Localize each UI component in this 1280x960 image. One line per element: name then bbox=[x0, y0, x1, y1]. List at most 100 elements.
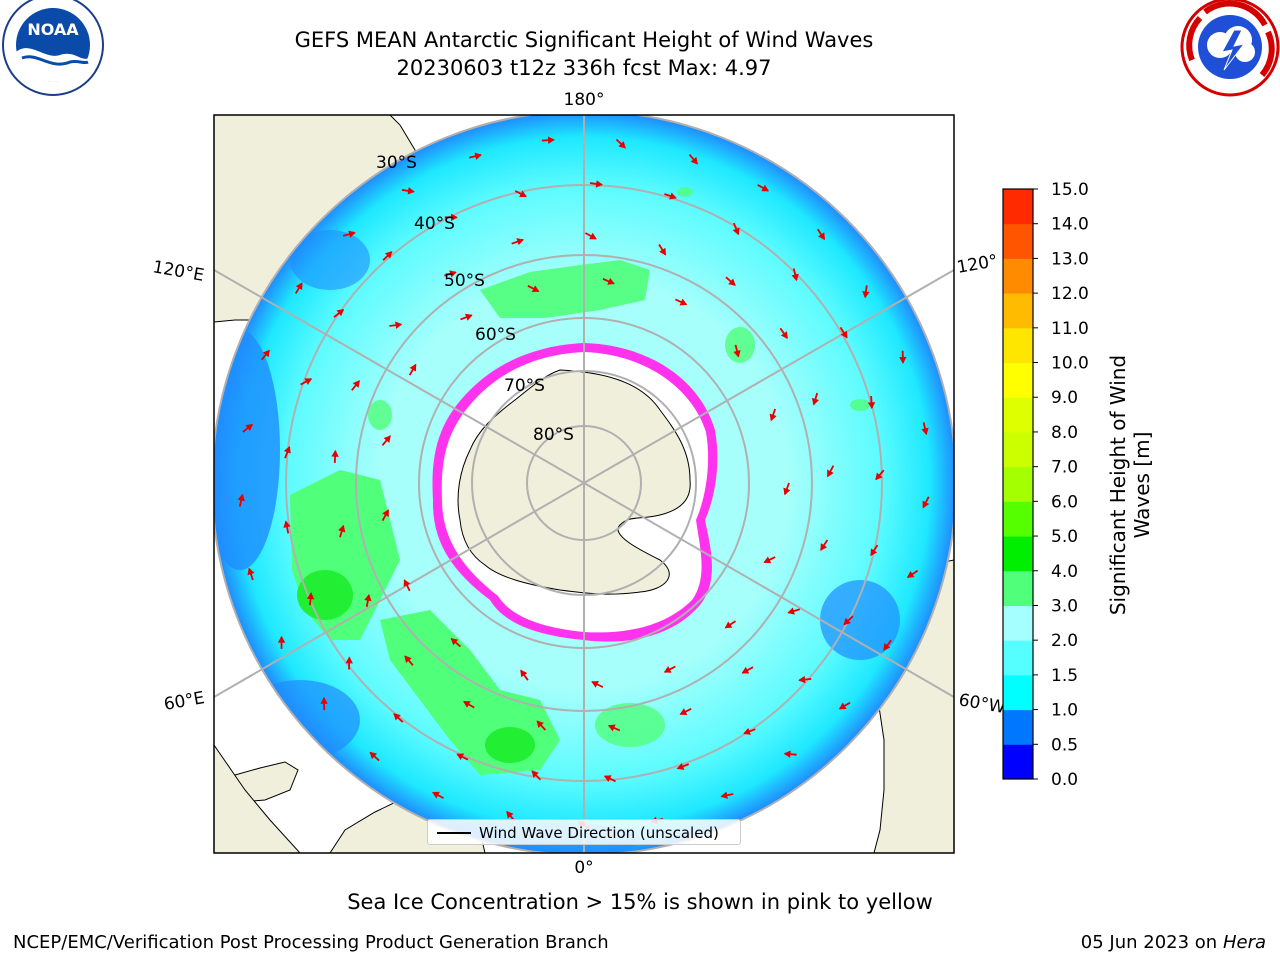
colorbar-segment bbox=[1003, 674, 1033, 711]
wind-arrow-head bbox=[531, 770, 539, 778]
wind-arrow-head bbox=[450, 638, 459, 646]
wind-arrow-head bbox=[245, 423, 253, 432]
colorbar-tick-label: 0.5 bbox=[1051, 735, 1078, 755]
lat-label-60s: 60°S bbox=[475, 325, 516, 345]
wind-arrow-head bbox=[922, 500, 930, 509]
wind-arrow-head bbox=[733, 350, 741, 358]
wind-arrow-head bbox=[798, 675, 806, 684]
lon-label-180: 180° bbox=[564, 90, 605, 110]
footer-host: Hera bbox=[1222, 932, 1266, 953]
colorbar-tick-label: 11.0 bbox=[1051, 319, 1089, 339]
wind-arrow-head bbox=[407, 187, 415, 195]
colorbar: 0.0 0.5 1.0 1.5 2.0 3.0 4.0 5.0 6.0 7.0 8.0 9.0 10.0… bbox=[1002, 180, 1089, 790]
wind-arrow-head bbox=[519, 190, 527, 198]
wind-arrow-head bbox=[283, 520, 291, 528]
colorbar-segment bbox=[1003, 258, 1033, 294]
colorbar-segment bbox=[1003, 431, 1033, 468]
lon-label-120w: 120° bbox=[955, 251, 999, 278]
wind-arrow-head bbox=[516, 238, 524, 246]
wind-arrow-head bbox=[506, 810, 514, 819]
lat-label-30s: 30°S bbox=[376, 153, 417, 173]
noaa-logo: NOAA bbox=[2, 0, 104, 96]
colorbar-tick-label: 8.0 bbox=[1051, 423, 1078, 443]
wind-arrow-head bbox=[875, 472, 883, 481]
legend-label: Wind Wave Direction (unscaled) bbox=[479, 824, 719, 842]
wind-arrow-head bbox=[520, 669, 528, 678]
wind-arrow-head bbox=[741, 666, 750, 674]
colorbar-segment bbox=[1003, 466, 1033, 502]
wind-arrow-head bbox=[404, 655, 412, 664]
wind-arrow-head bbox=[603, 775, 612, 783]
wind-arrow-head bbox=[679, 298, 688, 306]
lon-label-120e: 120°E bbox=[151, 257, 205, 286]
wind-arrow-head bbox=[589, 232, 597, 240]
lat-label-40s: 40°S bbox=[414, 214, 455, 234]
wind-arrow-head bbox=[403, 579, 411, 587]
wind-arrow-head bbox=[384, 251, 393, 259]
colorbar-segment bbox=[1003, 501, 1033, 537]
colorbar-tick-label: 5.0 bbox=[1051, 527, 1078, 547]
wind-arrow-head bbox=[840, 330, 848, 339]
wind-arrow-head bbox=[336, 308, 345, 317]
colorbar-tick-label: 7.0 bbox=[1051, 458, 1078, 478]
colorbar-tick-label: 10.0 bbox=[1051, 354, 1089, 374]
wind-arrow-head bbox=[237, 493, 245, 502]
wind-arrow-head bbox=[679, 708, 688, 715]
colorbar-segment bbox=[1003, 570, 1033, 606]
wind-arrow-head bbox=[676, 762, 685, 770]
colorbar-tick-label: 4.0 bbox=[1051, 562, 1078, 582]
nws-logo bbox=[1180, 0, 1280, 97]
footer-date: 05 Jun 2023 on Hera bbox=[1081, 932, 1266, 953]
wind-arrow-head bbox=[669, 192, 677, 200]
colorbar-segment bbox=[1003, 397, 1033, 433]
wind-arrow-head bbox=[862, 291, 870, 299]
colorbar-tick-label: 9.0 bbox=[1051, 388, 1078, 408]
wind-arrow-head bbox=[783, 750, 791, 758]
wind-arrow-head bbox=[531, 285, 540, 292]
lat-label-50s: 50°S bbox=[444, 271, 485, 291]
wind-arrow-head bbox=[456, 753, 465, 761]
wind-arrow-head bbox=[465, 313, 473, 321]
footer-organization: NCEP/EMC/Verification Post Processing Pr… bbox=[13, 932, 609, 953]
wind-arrow-head bbox=[331, 449, 339, 457]
wind-arrow-head bbox=[818, 232, 825, 241]
sea-ice-note: Sea Ice Concentration > 15% is shown in … bbox=[347, 890, 933, 914]
wind-arrow-head bbox=[743, 727, 751, 735]
colorbar-frame bbox=[1002, 188, 1034, 780]
wind-arrow-head bbox=[663, 666, 672, 673]
colorbar-segment bbox=[1003, 362, 1033, 398]
wind-arrow-head bbox=[607, 724, 616, 732]
antarctica-landmass bbox=[457, 369, 691, 595]
wind-arrow-head bbox=[811, 397, 820, 406]
colorbar-title: Significant Height of Wind Waves [m] bbox=[1106, 354, 1154, 616]
wind-arrow-head bbox=[724, 621, 733, 629]
colorbar-segment bbox=[1003, 536, 1033, 572]
colorbar-segment bbox=[1003, 223, 1033, 259]
colorbar-segment bbox=[1003, 293, 1033, 329]
wind-arrow-head bbox=[659, 247, 667, 256]
wind-arrow-head bbox=[432, 791, 440, 799]
colorbar-tick-label: 3.0 bbox=[1051, 596, 1078, 616]
wind-arrow-head bbox=[763, 556, 772, 564]
lat-label-80s: 80°S bbox=[533, 425, 574, 445]
colorbar-segment bbox=[1003, 327, 1033, 364]
wind-arrow-head bbox=[899, 356, 907, 364]
colorbar-tick-label: 1.5 bbox=[1051, 666, 1078, 686]
wind-arrow-head bbox=[780, 331, 788, 339]
wind-arrow-head bbox=[369, 751, 378, 760]
wind-arrow-head bbox=[320, 697, 328, 704]
footer-date-text: 05 Jun 2023 on bbox=[1080, 932, 1218, 953]
wind-arrow-head bbox=[870, 548, 878, 557]
lon-label-60e: 60°E bbox=[162, 688, 206, 715]
wind-arrow-head bbox=[720, 791, 728, 799]
wind-arrow-head bbox=[283, 445, 291, 454]
colorbar-tick-label: 13.0 bbox=[1051, 249, 1089, 269]
wind-arrow-head bbox=[474, 152, 482, 160]
wind-arrow-head bbox=[820, 543, 828, 551]
colorbar-tick-label: 1.0 bbox=[1051, 701, 1078, 721]
wind-wave-direction-arrows bbox=[237, 136, 930, 829]
africa-right-landmass bbox=[214, 115, 290, 140]
lon-label-0: 0° bbox=[574, 858, 593, 878]
wind-arrow-head bbox=[536, 720, 544, 728]
wind-arrow-head bbox=[732, 227, 740, 236]
